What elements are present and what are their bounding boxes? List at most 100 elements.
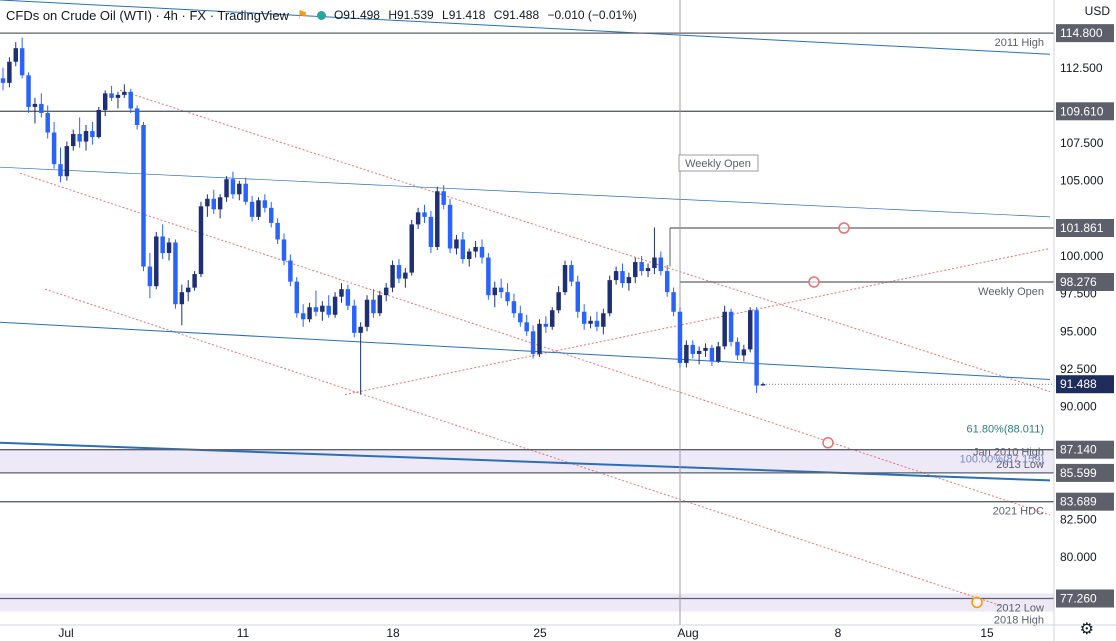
candle-body bbox=[90, 131, 95, 138]
candle bbox=[326, 295, 331, 318]
y-tick-label: 80.000 bbox=[1060, 550, 1097, 564]
candle-body bbox=[358, 326, 363, 333]
candle-body bbox=[671, 292, 676, 312]
candle bbox=[550, 307, 555, 330]
candle bbox=[58, 147, 63, 183]
candle-body bbox=[0, 78, 6, 83]
candle bbox=[486, 253, 491, 300]
candle bbox=[435, 186, 440, 250]
candle bbox=[754, 307, 759, 394]
weekly-open-box: Weekly Open bbox=[678, 154, 759, 172]
price-tag bbox=[1056, 440, 1114, 459]
candle-body bbox=[473, 246, 478, 252]
candle-body bbox=[422, 212, 427, 217]
candle-body bbox=[147, 266, 153, 287]
candle-body bbox=[64, 146, 70, 177]
candle bbox=[543, 316, 549, 333]
candle bbox=[735, 337, 740, 360]
candle bbox=[90, 121, 95, 145]
candle-body bbox=[620, 271, 625, 284]
channel-line bbox=[119, 89, 1051, 393]
marker-circle bbox=[971, 596, 983, 609]
candle-body bbox=[728, 311, 734, 342]
candle-body bbox=[639, 262, 644, 272]
candle-body bbox=[141, 125, 146, 267]
candle-body bbox=[435, 191, 440, 247]
candle-body bbox=[173, 242, 178, 305]
fib-label: 100.00%(87.159) bbox=[960, 453, 1044, 465]
candle bbox=[300, 304, 306, 327]
candle-body bbox=[409, 224, 414, 273]
candle-body bbox=[543, 323, 549, 327]
candle-body bbox=[747, 310, 753, 350]
candle-body bbox=[262, 200, 268, 208]
candle bbox=[134, 105, 140, 130]
candle-body bbox=[51, 132, 57, 165]
candle bbox=[562, 260, 568, 296]
currency-selector[interactable]: USD bbox=[1084, 4, 1110, 18]
price-tag-label: 85.599 bbox=[1060, 466, 1097, 480]
candle bbox=[511, 293, 517, 318]
x-tick-label: 25 bbox=[533, 626, 547, 640]
candle-body bbox=[569, 265, 574, 282]
price-tag-label: 98.276 bbox=[1060, 275, 1097, 289]
price-tag bbox=[1056, 218, 1114, 237]
x-tick-label: 8 bbox=[835, 626, 842, 640]
candle-body bbox=[7, 61, 12, 83]
x-tick-label: Jul bbox=[58, 626, 73, 640]
candle-body bbox=[690, 344, 695, 354]
candle bbox=[588, 316, 593, 329]
candle bbox=[415, 207, 421, 229]
candle bbox=[294, 277, 300, 318]
candle-body bbox=[466, 251, 472, 260]
level-label: 2013 Low bbox=[996, 459, 1044, 471]
candle-body bbox=[19, 48, 25, 76]
candle-body bbox=[684, 344, 689, 363]
candle bbox=[71, 129, 76, 151]
candle-body bbox=[320, 305, 325, 312]
ohlc-high: H91.539 bbox=[388, 8, 434, 22]
candle bbox=[141, 121, 146, 272]
candle bbox=[154, 231, 159, 290]
marker-circle bbox=[808, 276, 820, 288]
candle bbox=[741, 344, 747, 362]
ohlc-close: C91.488 bbox=[493, 8, 540, 22]
candle-body bbox=[345, 289, 351, 306]
candle bbox=[409, 219, 414, 276]
candle-body bbox=[77, 134, 82, 142]
candle-body bbox=[224, 179, 229, 198]
candle-body bbox=[332, 296, 338, 315]
candle bbox=[256, 197, 261, 220]
candle-body bbox=[498, 287, 504, 293]
candle bbox=[7, 57, 12, 88]
candle-body bbox=[537, 323, 542, 354]
candle bbox=[441, 185, 446, 210]
gear-icon[interactable]: ⚙ bbox=[1079, 621, 1094, 638]
candle-body bbox=[45, 112, 50, 133]
candle-body bbox=[377, 295, 383, 314]
candle bbox=[224, 176, 229, 202]
candle bbox=[652, 227, 657, 275]
candle bbox=[581, 304, 587, 330]
x-tick-label: 11 bbox=[237, 626, 250, 640]
symbol-title[interactable]: CFDs on Crude Oil (WTI) · 4h · FX · Trad… bbox=[6, 7, 289, 23]
flag-icon[interactable]: ⚑ bbox=[296, 8, 308, 22]
candle bbox=[115, 91, 121, 109]
candle-body bbox=[716, 346, 721, 362]
candle-body bbox=[390, 265, 395, 288]
level-label: Weekly Open bbox=[978, 286, 1044, 298]
weekly-open-text: Weekly Open bbox=[685, 158, 751, 170]
candle bbox=[371, 289, 376, 318]
level-label: 2011 High bbox=[995, 37, 1044, 49]
candle-body bbox=[166, 242, 172, 254]
candle-body bbox=[645, 268, 651, 272]
candle bbox=[684, 340, 689, 368]
candle bbox=[556, 286, 561, 314]
marker-circle bbox=[838, 222, 850, 234]
price-tag-label: 114.800 bbox=[1060, 26, 1103, 40]
candle-body bbox=[556, 292, 561, 311]
candle bbox=[498, 278, 504, 299]
candle bbox=[64, 141, 70, 181]
